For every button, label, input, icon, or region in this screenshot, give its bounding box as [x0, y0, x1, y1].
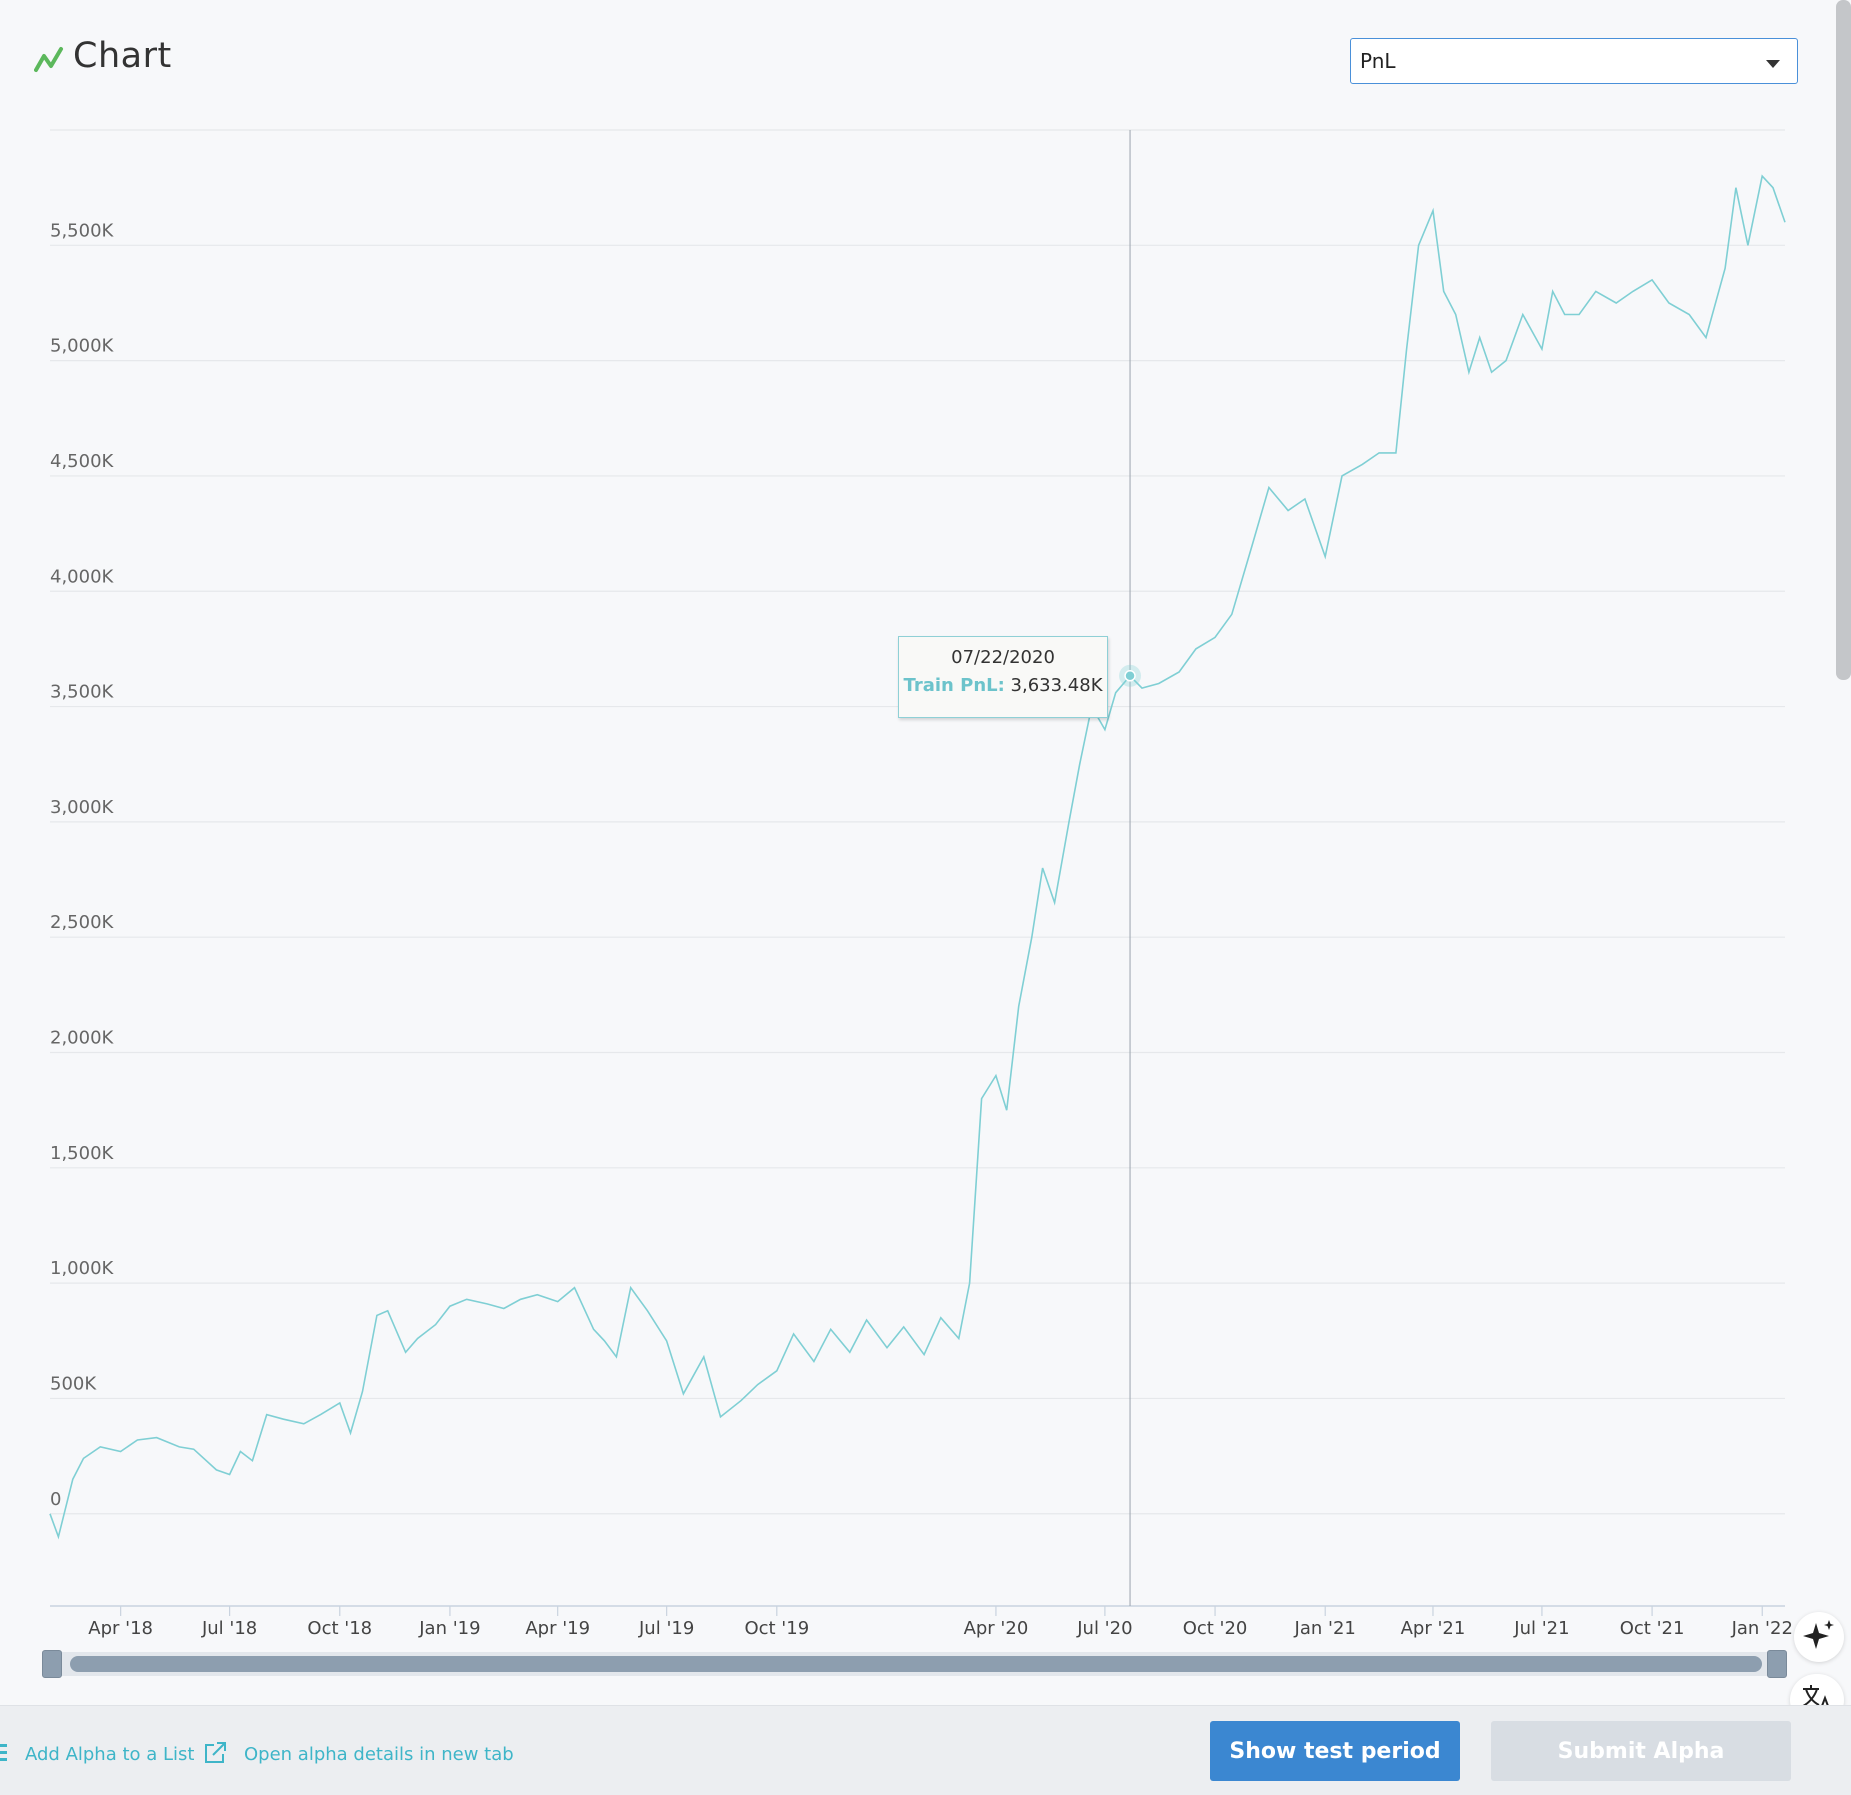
action-footer: Add Alpha to a List Open alpha details i… [0, 1705, 1851, 1795]
tooltip-date: 07/22/2020 [951, 646, 1055, 668]
x-tick-label: Jul '18 [201, 1618, 257, 1639]
x-tick-label: Oct '18 [307, 1618, 372, 1639]
y-tick-label: 3,000K [50, 797, 115, 818]
y-tick-label: 4,000K [50, 566, 115, 587]
y-tick-label: 1,500K [50, 1143, 115, 1164]
tooltip-row: Train PnL: 3,633.48K [899, 675, 1107, 696]
x-tick-label: Oct '21 [1620, 1618, 1685, 1639]
metric-select-value: PnL [1360, 49, 1396, 73]
x-tick-label: Jul '20 [1076, 1618, 1132, 1639]
y-tick-label: 5,000K [50, 336, 115, 357]
add-alpha-to-list-link[interactable]: Add Alpha to a List [25, 1744, 195, 1765]
x-tick-label: Jul '21 [1513, 1618, 1569, 1639]
metric-select[interactable]: PnL [1350, 38, 1798, 84]
x-tick-label: Oct '20 [1183, 1618, 1248, 1639]
y-tick-label: 4,500K [50, 451, 115, 472]
submit-alpha-button: Submit Alpha [1491, 1721, 1791, 1781]
external-link-icon[interactable] [202, 1740, 228, 1766]
sparkle-icon [1803, 1620, 1834, 1649]
chart-gridlines [50, 129, 1785, 1515]
page-title: Chart [73, 36, 172, 76]
page-scrollbar[interactable] [1836, 0, 1851, 680]
tooltip-series-label: Train PnL: [903, 674, 1005, 696]
y-tick-label: 3,500K [50, 682, 115, 703]
x-axis: Apr '18 Jul '18 Oct '18 Jan '19 Apr '19 Jul '… [88, 1606, 1793, 1639]
tooltip-value: 3,633.48K [1010, 674, 1103, 696]
x-tick-label: Jul '19 [638, 1618, 694, 1639]
y-tick-label: 5,500K [50, 220, 115, 241]
navigator-scrollbar[interactable] [70, 1656, 1762, 1672]
x-tick-label: Apr '18 [88, 1618, 153, 1639]
open-alpha-details-link[interactable]: Open alpha details in new tab [244, 1744, 514, 1765]
x-tick-label: Apr '21 [1401, 1618, 1466, 1639]
y-tick-label: 500K [50, 1373, 97, 1394]
chart-line-icon [34, 47, 63, 72]
list-icon [0, 1744, 7, 1761]
ai-assistant-button[interactable] [1794, 1612, 1844, 1662]
chart-header: Chart PnL [0, 0, 1851, 120]
y-tick-label: 1,000K [50, 1258, 115, 1279]
navigator-handle-left[interactable] [42, 1650, 62, 1678]
x-tick-label: Jan '21 [1294, 1618, 1356, 1639]
y-tick-label: 2,000K [50, 1028, 115, 1049]
x-tick-label: Apr '19 [525, 1618, 590, 1639]
caret-down-icon [1766, 60, 1780, 68]
show-test-period-button[interactable]: Show test period [1210, 1721, 1460, 1781]
x-tick-label: Oct '19 [744, 1618, 809, 1639]
y-axis: 0 500K 1,000K 1,500K 2,000K 2,500K 3,000K 3,500… [50, 220, 115, 1509]
x-tick-label: Jan '22 [1731, 1618, 1793, 1639]
hover-point [1124, 670, 1136, 682]
series-line-train-pnl [49, 174, 1786, 1540]
y-tick-label: 2,500K [50, 912, 115, 933]
x-tick-label: Apr '20 [964, 1618, 1029, 1639]
navigator-handle-right[interactable] [1767, 1650, 1787, 1678]
chart-tooltip: 07/22/2020 Train PnL: 3,633.48K [898, 635, 1109, 718]
x-tick-label: Jan '19 [418, 1618, 480, 1639]
y-tick-label: 0 [50, 1489, 61, 1510]
pnl-chart[interactable]: 0 500K 1,000K 1,500K 2,000K 2,500K 3,000K 3,500… [0, 0, 1851, 1640]
